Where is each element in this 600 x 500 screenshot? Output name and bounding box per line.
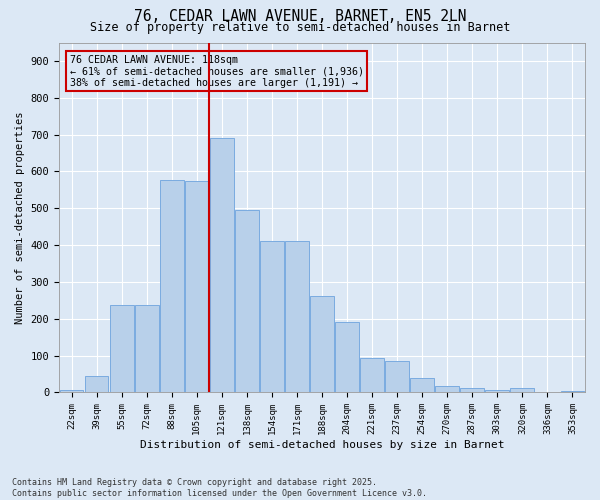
Bar xyxy=(235,210,259,392)
Bar xyxy=(185,180,209,392)
Text: Size of property relative to semi-detached houses in Barnet: Size of property relative to semi-detach… xyxy=(90,22,510,35)
Bar xyxy=(85,376,109,392)
Bar xyxy=(335,322,359,392)
Bar xyxy=(560,390,584,392)
Bar xyxy=(160,180,184,392)
Text: 76 CEDAR LAWN AVENUE: 118sqm
← 61% of semi-detached houses are smaller (1,936)
3: 76 CEDAR LAWN AVENUE: 118sqm ← 61% of se… xyxy=(70,54,364,88)
Y-axis label: Number of semi-detached properties: Number of semi-detached properties xyxy=(15,111,25,324)
Bar xyxy=(59,390,83,392)
Bar xyxy=(360,358,384,392)
Bar xyxy=(436,386,459,392)
Bar xyxy=(511,388,534,392)
Bar xyxy=(260,242,284,392)
Bar xyxy=(110,305,134,392)
Text: Contains HM Land Registry data © Crown copyright and database right 2025.
Contai: Contains HM Land Registry data © Crown c… xyxy=(12,478,427,498)
Bar xyxy=(385,361,409,392)
Bar xyxy=(135,305,158,392)
Bar xyxy=(310,296,334,392)
Bar xyxy=(460,388,484,392)
X-axis label: Distribution of semi-detached houses by size in Barnet: Distribution of semi-detached houses by … xyxy=(140,440,504,450)
Bar xyxy=(485,390,509,392)
Text: 76, CEDAR LAWN AVENUE, BARNET, EN5 2LN: 76, CEDAR LAWN AVENUE, BARNET, EN5 2LN xyxy=(134,9,466,24)
Bar xyxy=(210,138,234,392)
Bar xyxy=(410,378,434,392)
Bar xyxy=(285,242,309,392)
